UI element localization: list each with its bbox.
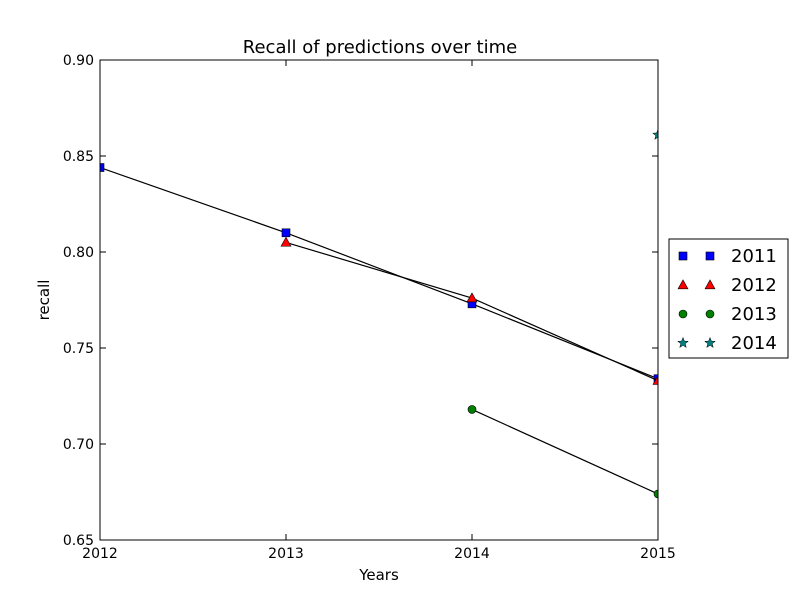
series-layer xyxy=(100,128,658,499)
legend: 2011 2012 2013 2014 xyxy=(668,238,789,359)
legend-marker xyxy=(704,279,716,290)
series-2014 xyxy=(652,128,658,140)
legend-marker xyxy=(678,251,688,261)
data-point-2012 xyxy=(652,374,658,385)
legend-label: 2012 xyxy=(731,275,777,296)
x-tick-label: 2013 xyxy=(268,546,304,562)
y-tick-label: 0.90 xyxy=(63,53,94,69)
data-point-2011 xyxy=(281,228,291,238)
y-tick-label: 0.85 xyxy=(63,149,94,165)
x-tick-label: 2015 xyxy=(640,546,676,562)
y-tick-label: 0.70 xyxy=(63,437,94,453)
x-axis-label: Years xyxy=(358,566,399,584)
series-line-2011 xyxy=(100,166,658,380)
y-tick-label: 0.65 xyxy=(63,533,94,549)
data-point-2012 xyxy=(280,236,292,247)
legend-marker xyxy=(677,336,689,349)
tick-layer: 2012 2013 2014 2015 0.65 0.70 0.75 0.80 0.85 0.90 xyxy=(63,53,676,562)
data-point-2013 xyxy=(653,489,658,499)
series-line-2012 xyxy=(285,241,658,382)
legend-marker xyxy=(705,309,715,319)
legend-marker xyxy=(704,336,716,349)
data-point-2014 xyxy=(652,128,658,140)
data-point-2013 xyxy=(467,405,477,414)
y-tick-label: 0.80 xyxy=(63,245,94,261)
legend-label: 2014 xyxy=(731,333,777,354)
legend-item-2013: 2013 xyxy=(678,304,777,325)
legend-frame xyxy=(668,238,789,359)
series-2011 xyxy=(100,163,658,384)
series-2012 xyxy=(280,236,658,385)
series-2013 xyxy=(467,405,658,499)
plot-frame xyxy=(99,59,659,541)
x-tick-label: 2012 xyxy=(82,546,118,562)
legend-item-2014: 2014 xyxy=(677,333,777,354)
legend-marker xyxy=(678,309,688,319)
legend-item-2011: 2011 xyxy=(678,246,777,267)
legend-marker xyxy=(705,251,715,261)
data-point-2012 xyxy=(466,292,478,303)
legend-label: 2013 xyxy=(731,304,777,325)
data-point-2011 xyxy=(100,163,105,172)
legend-item-2012: 2012 xyxy=(677,275,777,296)
x-tick-label: 2014 xyxy=(454,546,490,562)
legend-label: 2011 xyxy=(731,246,777,267)
chart-title: Recall of predictions over time xyxy=(243,37,517,58)
y-axis-label: recall xyxy=(35,280,53,321)
series-line-2013 xyxy=(471,408,658,495)
legend-marker xyxy=(677,279,689,290)
y-tick-label: 0.75 xyxy=(63,341,94,357)
